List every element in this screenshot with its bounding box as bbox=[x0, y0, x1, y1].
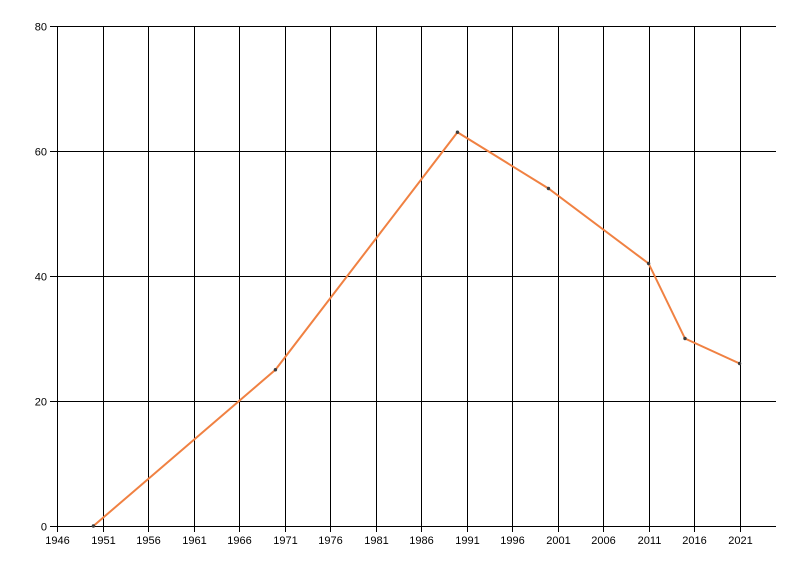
x-axis-tick-label: 1956 bbox=[136, 535, 160, 547]
x-axis-tick-label: 1981 bbox=[364, 535, 388, 547]
x-axis-tick-label: 1946 bbox=[45, 535, 69, 547]
x-axis-tick-label: 1951 bbox=[91, 535, 115, 547]
data-point-marker bbox=[455, 130, 460, 134]
x-axis-tick-label: 1976 bbox=[318, 535, 342, 547]
x-axis-tick-label: 1986 bbox=[409, 535, 433, 547]
x-axis-tick-label: 1991 bbox=[455, 535, 479, 547]
x-axis-tick-label: 2011 bbox=[638, 535, 662, 547]
y-axis-tick-label: 0 bbox=[41, 522, 47, 534]
y-axis-tick-label: 60 bbox=[35, 147, 47, 159]
x-axis-tick-label: 2021 bbox=[728, 535, 752, 547]
x-axis-tick-label: 1961 bbox=[182, 535, 206, 547]
data-point-marker bbox=[91, 524, 96, 528]
x-axis-tick-label: 1966 bbox=[227, 535, 251, 547]
x-axis-tick-label: 2006 bbox=[591, 535, 615, 547]
x-axis-tick-label: 2001 bbox=[546, 535, 570, 547]
y-axis-tick-label: 80 bbox=[35, 22, 47, 34]
x-axis-tick-label: 2016 bbox=[682, 535, 706, 547]
data-point-marker bbox=[546, 186, 551, 191]
data-point-marker bbox=[683, 336, 687, 341]
y-axis-tick-label: 40 bbox=[35, 272, 47, 284]
x-axis-tick-label: 1971 bbox=[273, 535, 297, 547]
data-point-marker bbox=[737, 361, 742, 366]
data-point-marker bbox=[273, 368, 278, 372]
y-axis-tick-label: 20 bbox=[35, 397, 47, 409]
x-axis-tick-label: 1996 bbox=[500, 535, 524, 547]
data-point-marker bbox=[646, 261, 651, 266]
